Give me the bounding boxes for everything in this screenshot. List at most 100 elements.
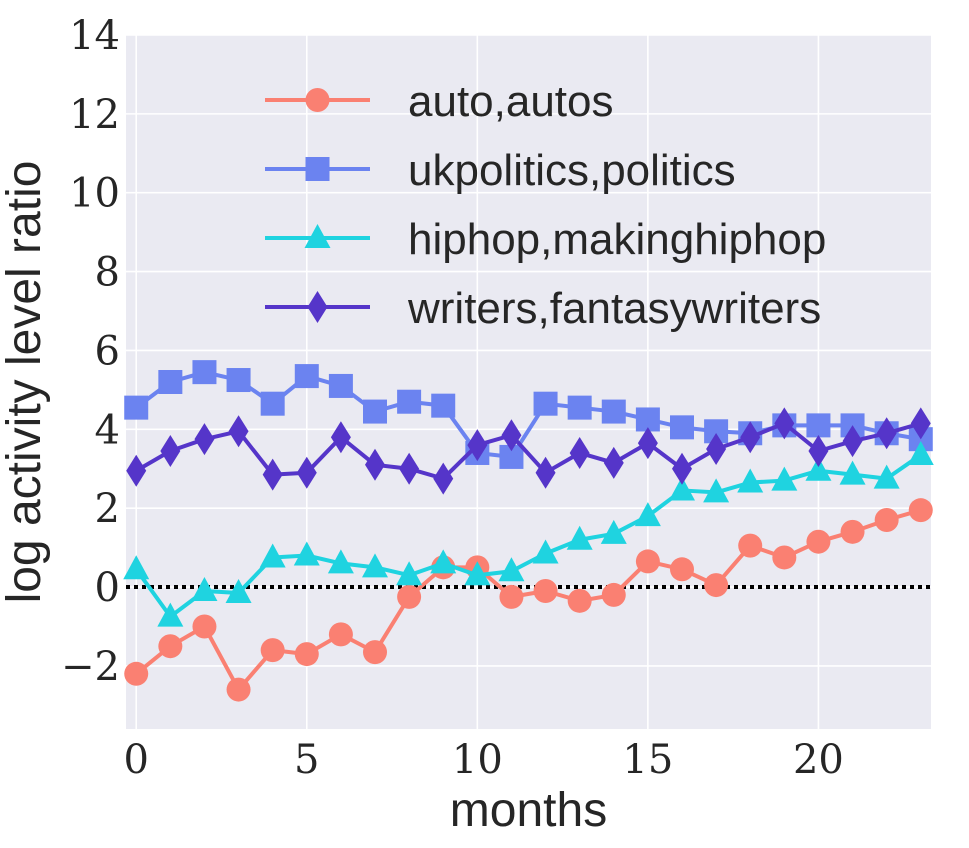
- data-point: [706, 433, 727, 466]
- legend-marker: [305, 88, 330, 112]
- data-point: [362, 553, 389, 578]
- data-point: [260, 638, 285, 663]
- data-point: [603, 446, 624, 479]
- y-tick-label: 12: [69, 92, 120, 138]
- data-point: [327, 549, 354, 574]
- data-point: [772, 545, 797, 570]
- y-tick-label: −2: [61, 644, 120, 690]
- data-point: [637, 427, 658, 460]
- y-tick-label: 6: [95, 328, 120, 374]
- series-group: [123, 360, 934, 702]
- plot-area: [126, 35, 931, 729]
- legend-item: writers,fantasywriters: [265, 284, 821, 333]
- data-point: [228, 415, 249, 448]
- data-point: [840, 519, 865, 544]
- legend-label: ukpolitics,politics: [408, 146, 736, 195]
- data-point: [293, 541, 320, 566]
- y-tick-label: 4: [95, 407, 120, 453]
- data-point: [634, 502, 661, 527]
- data-point: [158, 634, 183, 659]
- data-point: [806, 529, 831, 554]
- y-tick-label: 14: [69, 13, 120, 59]
- data-point: [124, 395, 149, 420]
- data-point: [498, 557, 525, 582]
- data-point: [533, 578, 558, 603]
- data-point: [365, 448, 386, 481]
- data-point: [192, 614, 217, 639]
- data-point: [226, 677, 251, 702]
- y-axis-label: log activity level ratio: [0, 161, 51, 604]
- data-point: [363, 399, 388, 424]
- data-point: [873, 464, 900, 489]
- data-point: [397, 584, 422, 609]
- data-point: [569, 436, 590, 469]
- data-point: [123, 555, 150, 580]
- data-point: [464, 561, 491, 586]
- data-point: [669, 415, 694, 440]
- data-point: [430, 549, 457, 574]
- data-point: [839, 460, 866, 485]
- data-point: [330, 421, 351, 454]
- data-point: [296, 456, 317, 489]
- data-point: [635, 549, 660, 574]
- data-point: [397, 389, 422, 414]
- legend-marker: [305, 157, 330, 181]
- data-point: [467, 429, 488, 462]
- data-point: [499, 584, 524, 609]
- y-tick-label: 10: [69, 171, 120, 217]
- data-point: [601, 399, 626, 424]
- data-point: [737, 468, 764, 493]
- y-tick-label: 0: [95, 565, 120, 611]
- data-point: [533, 391, 558, 416]
- data-point: [532, 539, 559, 564]
- data-point: [740, 421, 761, 454]
- data-point: [294, 642, 319, 667]
- data-point: [396, 561, 423, 586]
- data-point: [259, 543, 286, 568]
- x-tick-label: 10: [452, 737, 503, 783]
- data-point: [907, 440, 934, 465]
- legend-item: auto,autos: [265, 77, 614, 126]
- legend-item: hiphop,makinghiphop: [265, 215, 826, 264]
- data-point: [805, 456, 832, 481]
- series-triangle: [123, 440, 934, 627]
- data-point: [703, 478, 730, 503]
- series-square: [124, 360, 933, 469]
- data-point: [771, 466, 798, 491]
- y-tick-label: 2: [95, 486, 120, 532]
- data-point: [842, 425, 863, 458]
- data-point: [567, 588, 592, 613]
- data-point: [567, 395, 592, 420]
- data-point: [294, 364, 319, 389]
- x-tick-label: 20: [793, 737, 844, 783]
- data-point: [225, 578, 252, 603]
- x-tick-label: 0: [124, 737, 149, 783]
- data-point: [194, 423, 215, 456]
- data-point: [363, 640, 388, 665]
- data-point: [808, 435, 829, 468]
- data-point: [260, 391, 285, 416]
- data-point: [806, 413, 831, 438]
- legend: auto,autos ukpolitics,politics hiphop,maki…: [265, 77, 826, 333]
- y-tick-label: 8: [95, 250, 120, 296]
- data-point: [908, 498, 933, 523]
- data-point: [535, 456, 556, 489]
- data-point: [160, 435, 181, 468]
- data-point: [157, 602, 184, 627]
- x-tick-label: 5: [294, 737, 319, 783]
- legend-item: ukpolitics,politics: [265, 146, 736, 195]
- data-point: [328, 622, 353, 647]
- data-point: [192, 360, 217, 385]
- data-point: [671, 452, 692, 485]
- data-point: [158, 370, 183, 394]
- data-point: [601, 582, 626, 607]
- data-point: [262, 458, 283, 491]
- series-diamond: [126, 407, 931, 495]
- tick-labels: −2 0 2 4 6 8 10 12 14 0 5 10 15 20: [61, 13, 844, 783]
- legend-marker: [307, 291, 328, 323]
- data-point: [738, 533, 763, 558]
- data-point: [910, 407, 931, 440]
- data-point: [431, 393, 456, 418]
- x-axis-label: months: [450, 784, 607, 837]
